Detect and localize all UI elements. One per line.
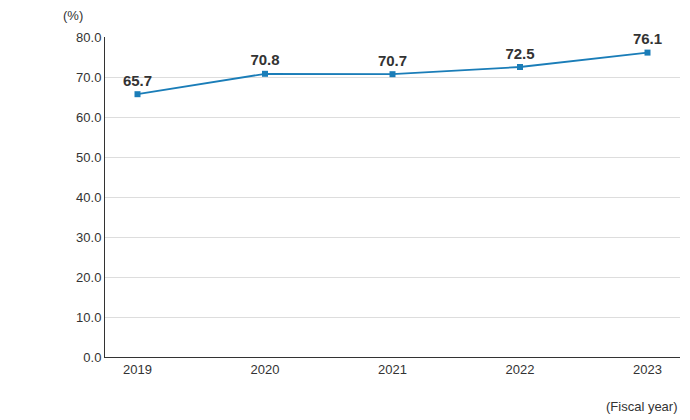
svg-text:10.0: 10.0 — [76, 310, 101, 325]
svg-text:70.8: 70.8 — [250, 51, 279, 68]
svg-text:20.0: 20.0 — [76, 270, 101, 285]
svg-text:65.7: 65.7 — [123, 72, 152, 89]
svg-text:2019: 2019 — [123, 362, 152, 377]
svg-text:2023: 2023 — [633, 362, 662, 377]
svg-text:(Fiscal year): (Fiscal year) — [606, 399, 678, 414]
svg-text:0.0: 0.0 — [83, 350, 101, 365]
svg-text:50.0: 50.0 — [76, 150, 101, 165]
svg-text:72.5: 72.5 — [505, 45, 534, 62]
svg-text:76.1: 76.1 — [633, 30, 662, 47]
svg-text:2020: 2020 — [251, 362, 280, 377]
svg-text:40.0: 40.0 — [76, 190, 101, 205]
svg-text:2021: 2021 — [378, 362, 407, 377]
svg-text:2022: 2022 — [506, 362, 535, 377]
svg-text:70.0: 70.0 — [76, 70, 101, 85]
svg-text:60.0: 60.0 — [76, 110, 101, 125]
svg-text:(%): (%) — [63, 8, 83, 23]
svg-text:80.0: 80.0 — [76, 30, 101, 45]
svg-text:70.7: 70.7 — [378, 52, 407, 69]
svg-text:30.0: 30.0 — [76, 230, 101, 245]
